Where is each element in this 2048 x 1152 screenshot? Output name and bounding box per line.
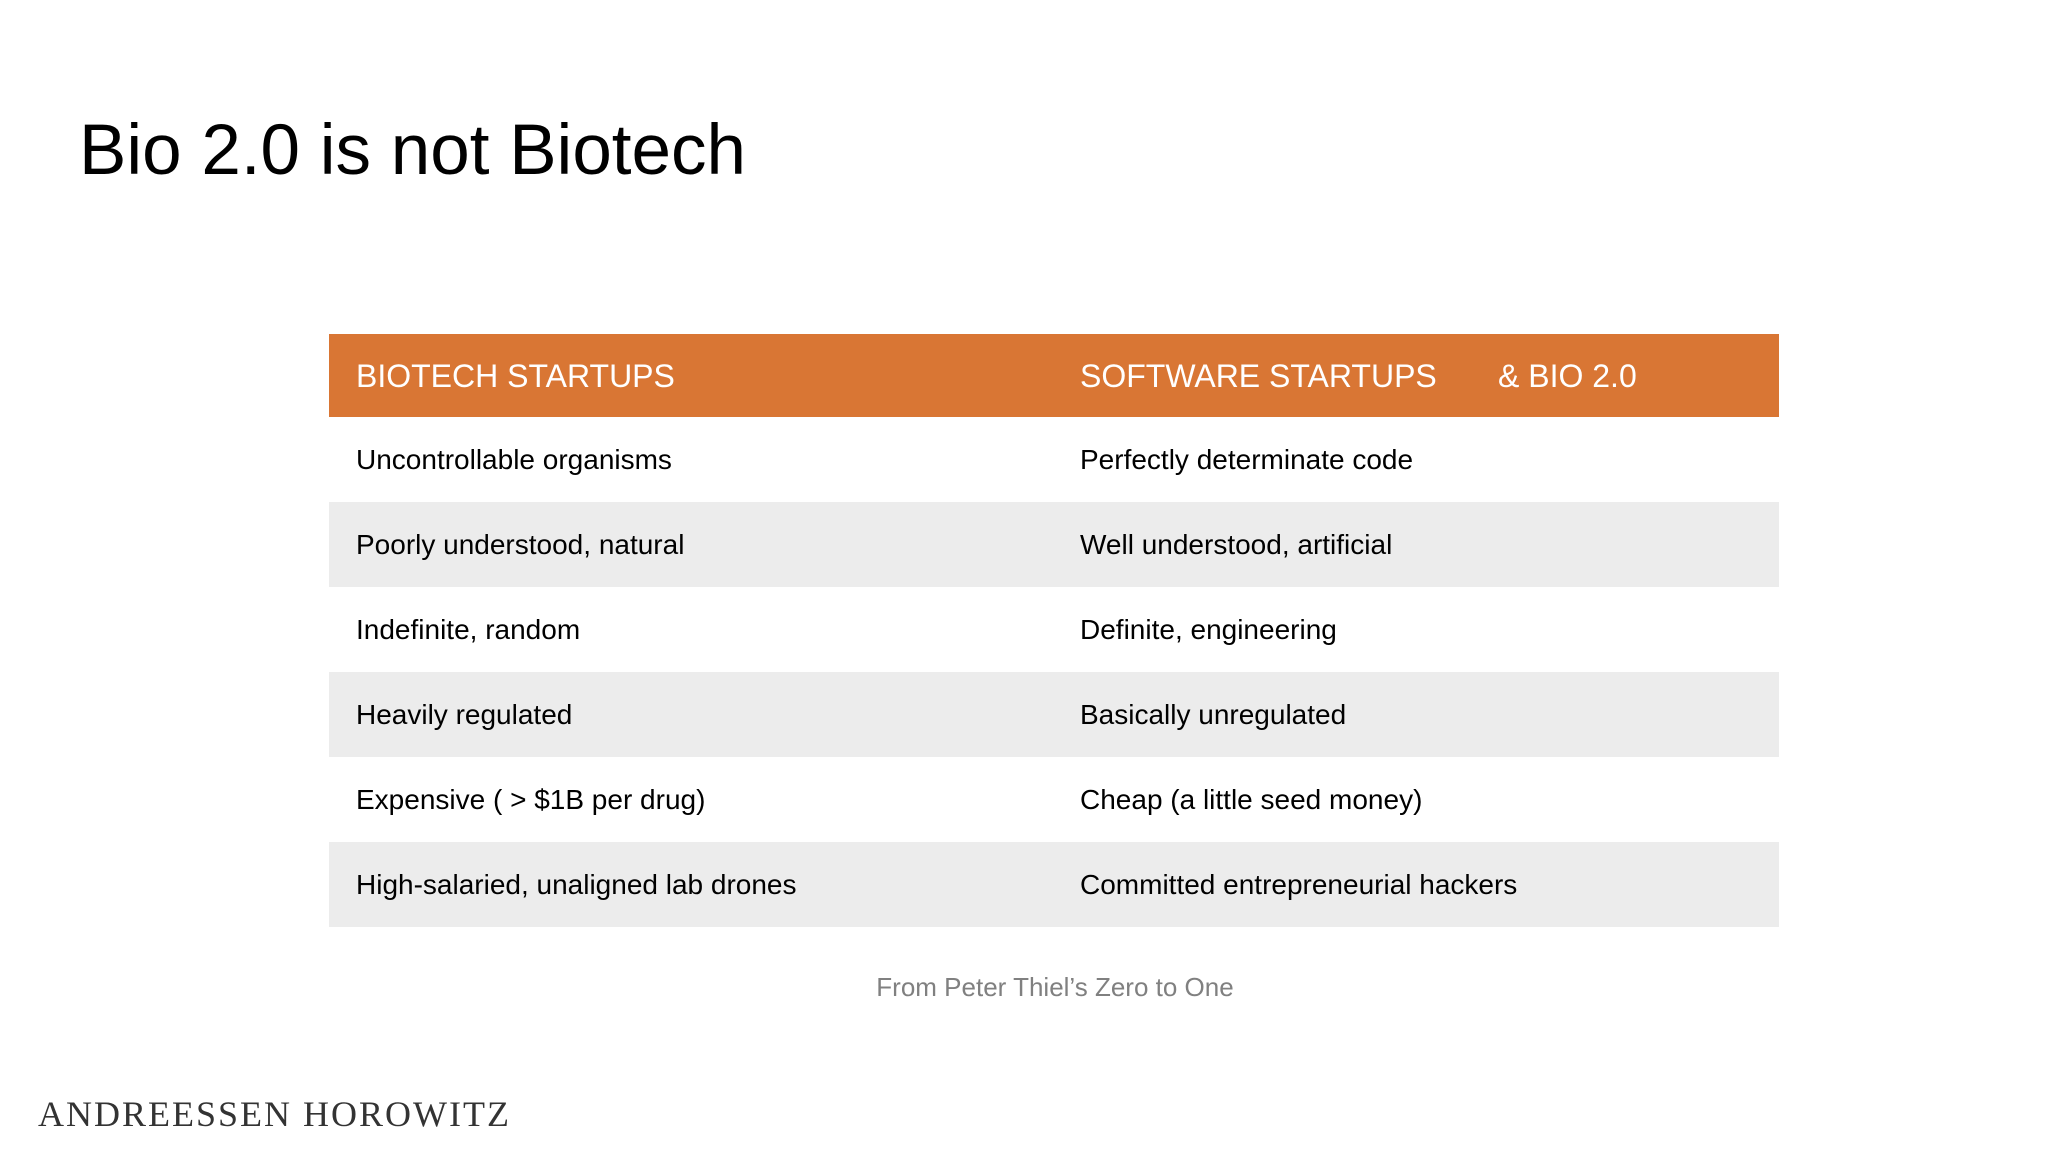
- header-bio-2: & BIO 2.0: [1498, 357, 1637, 394]
- biotech-cell: Indefinite, random: [356, 613, 581, 645]
- table-row: Uncontrollable organisms Perfectly deter…: [329, 417, 1779, 502]
- table-row: Heavily regulated Basically unregulated: [329, 672, 1779, 757]
- source-note: From Peter Thiel’s Zero to One: [876, 972, 1234, 1002]
- table-row: High-salaried, unaligned lab drones Comm…: [329, 842, 1779, 927]
- biotech-cell: Poorly understood, natural: [356, 528, 685, 560]
- software-cell: Committed entrepreneurial hackers: [1080, 868, 1518, 900]
- software-cell: Basically unregulated: [1080, 698, 1347, 730]
- table-row: Poorly understood, natural Well understo…: [329, 502, 1779, 587]
- header-software-startups: SOFTWARE STARTUPS: [1080, 357, 1437, 394]
- software-cell: Well understood, artificial: [1080, 528, 1393, 560]
- biotech-cell: Uncontrollable organisms: [356, 443, 672, 475]
- table-row: Indefinite, random Definite, engineering: [329, 587, 1779, 672]
- comparison-table: BIOTECH STARTUPS SOFTWARE STARTUPS & BIO…: [329, 334, 1779, 927]
- software-cell: Perfectly determinate code: [1080, 443, 1414, 475]
- biotech-cell: High-salaried, unaligned lab drones: [356, 868, 797, 900]
- andreessen-horowitz-logo: ANDREESSEN HOROWITZ: [38, 1094, 511, 1134]
- slide-title: Bio 2.0 is not Biotech: [79, 111, 747, 190]
- table-header: BIOTECH STARTUPS SOFTWARE STARTUPS & BIO…: [329, 334, 1779, 417]
- header-biotech-startups: BIOTECH STARTUPS: [356, 357, 675, 394]
- software-cell: Definite, engineering: [1080, 613, 1337, 645]
- table-row: Expensive ( > $1B per drug) Cheap (a lit…: [329, 757, 1779, 842]
- software-cell: Cheap (a little seed money): [1080, 783, 1423, 815]
- biotech-cell: Heavily regulated: [356, 698, 573, 730]
- biotech-cell: Expensive ( > $1B per drug): [356, 783, 706, 815]
